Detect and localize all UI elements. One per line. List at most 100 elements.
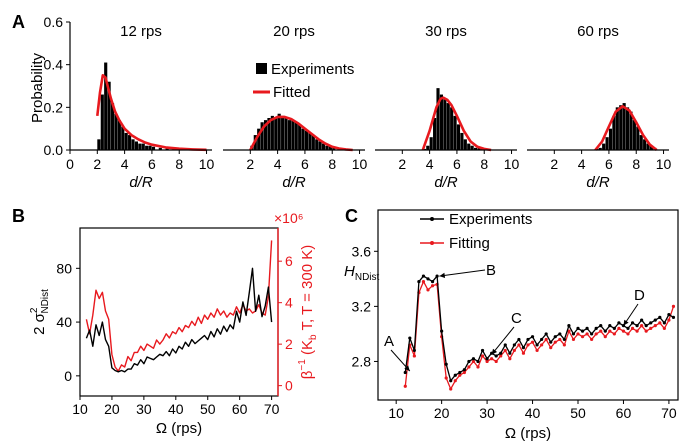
panel-b-frame — [79, 227, 279, 397]
panel-a-xtick-label: 8 — [632, 156, 640, 172]
annotation-arrowhead-D — [623, 319, 629, 326]
panel-b-series-beta — [85, 240, 273, 372]
hist-bar-20-rps-20 — [318, 141, 322, 150]
panel-c-ytick-label: 2.8 — [352, 353, 372, 369]
panel-c-series-experiments-point — [403, 370, 407, 375]
panel-label-a: A — [12, 12, 25, 32]
panel-c-series-fitting-point — [521, 351, 526, 355]
panel-c-series-fitting-point — [558, 337, 562, 342]
panel-c-series-experiments-point — [599, 324, 603, 328]
panel-c-series-experiments-point — [653, 318, 657, 322]
panel-c-series-fitting-point — [612, 332, 616, 336]
panel-c-series-fitting-point — [449, 387, 453, 391]
panel-c-series-experiments-point — [635, 324, 639, 328]
annotation-label-B: B — [486, 262, 496, 279]
panel-c-series-fitting-point — [421, 279, 426, 284]
hist-bar-30-rps-16 — [477, 148, 481, 150]
hist-bar-30-rps-8 — [450, 107, 454, 150]
hist-bar-12-rps-8 — [124, 132, 128, 150]
panel-b-ytick-right-label: 6 — [285, 253, 293, 269]
legend-label-fitted: Fitted — [273, 84, 311, 101]
hist-bar-12-rps-10 — [131, 139, 135, 150]
panel-c-series-experiments-point — [603, 329, 607, 333]
hist-bar-60-rps-2 — [602, 143, 606, 150]
panel-a-xlabel: d/R — [586, 174, 610, 191]
panel-c-series-fitting-point — [535, 348, 539, 353]
panel-c-series-experiments-point — [540, 337, 544, 342]
panel-b-scale-label: ×10⁶ — [274, 210, 304, 226]
hist-bar-60-rps-13 — [639, 135, 643, 150]
subplot-title: 20 rps — [273, 23, 315, 40]
hist-bar-20-rps-14 — [298, 124, 302, 150]
hist-bar-60-rps-14 — [643, 139, 647, 150]
panel-b-xlabel: Ω (rps) — [156, 420, 202, 437]
hist-bar-60-rps-6 — [615, 107, 619, 150]
panel-c-series-experiments-point — [471, 357, 476, 361]
panel-c-series-fitting-point — [640, 324, 644, 328]
hist-bar-12-rps-4 — [110, 103, 115, 150]
panel-c-series-fitting-point — [653, 324, 657, 328]
panel-c-series-experiments-point — [440, 329, 444, 333]
panel-c-series-fitting-point — [453, 379, 457, 383]
hist-bar-20-rps-16 — [304, 130, 309, 150]
panel-a-ytick-label: 0.4 — [44, 57, 64, 73]
subplot-title: 60 rps — [577, 23, 619, 40]
panel-a-xlabel: d/R — [282, 174, 306, 191]
panel-c-series-experiments-point — [658, 315, 662, 319]
hist-bar-60-rps-15 — [646, 143, 650, 150]
hist-bar-20-rps-7 — [274, 118, 278, 150]
annotation-label-C: C — [511, 310, 522, 327]
hist-bar-20-rps-5 — [267, 118, 271, 150]
panel-a-xtick-label: 2 — [550, 156, 558, 172]
panel-c-series-fitting-point — [467, 365, 471, 369]
panel-c-series-fitting-point — [667, 318, 671, 322]
panel-c-series-fitting-point — [540, 343, 544, 347]
panel-b-ytick-right-label: 2 — [285, 336, 293, 352]
hist-bar-30-rps-14 — [470, 145, 474, 150]
panel-c-series-experiments-point — [549, 340, 553, 344]
panel-c-series-experiments-point — [667, 313, 671, 317]
panel-c-series-experiments-point — [467, 359, 471, 364]
hist-bar-30-rps-3 — [433, 118, 437, 150]
hist-bar-30-rps-9 — [453, 115, 457, 150]
hist-bar-20-rps-15 — [301, 128, 305, 150]
panel-c-series-experiments-point — [671, 315, 676, 319]
panel-b-ytick-left-label: 80 — [56, 260, 72, 276]
panel-a-xtick-label: 10 — [199, 156, 215, 172]
panel-c-series-experiments-point — [453, 373, 457, 377]
panel-c-series-fitting-point — [512, 348, 516, 353]
hist-bar-60-rps-5 — [612, 115, 616, 150]
panel-c-series-fitting-point — [430, 284, 435, 288]
panel-c-series-fitting-point — [544, 337, 548, 342]
panel-c-series-experiments-point — [544, 332, 548, 336]
panel-c-xtick-label: 40 — [525, 405, 541, 421]
hist-bar-12-rps-2 — [104, 62, 108, 150]
hist-bar-60-rps-3 — [605, 137, 609, 150]
hist-bar-30-rps-15 — [473, 147, 478, 150]
subplot-title: 12 rps — [120, 23, 162, 40]
panel-c-series-fitting-point — [608, 329, 612, 333]
hist-bar-12-rps-3 — [107, 81, 111, 150]
panel-a-xtick-label: 2 — [246, 156, 254, 172]
fit-curve-60-rps — [594, 105, 658, 152]
panel-a-xtick-label: 4 — [274, 156, 282, 172]
panel-c-ytick-label: 3.2 — [352, 298, 372, 314]
panel-b-xtick-label: 30 — [136, 401, 152, 417]
panel-a-xtick-label: 10 — [504, 156, 520, 172]
panel-c-series-experiments-point — [517, 337, 521, 342]
panel-c-series-fitting-point — [499, 354, 503, 358]
hist-bar-20-rps-2 — [257, 128, 261, 150]
panel-a-ytick-label: 0.6 — [44, 14, 64, 30]
panel-c-series-fitting-point — [530, 340, 535, 344]
panel-c-series-experiments-point — [649, 321, 653, 325]
panel-c-series-fitting-point — [490, 357, 494, 361]
panel-b-ylabel-left: 2 σ2NDist — [29, 289, 51, 335]
panel-a-ytick-label: 0.2 — [44, 99, 64, 115]
hist-bar-12-rps-13 — [141, 143, 145, 150]
panel-c-ylabel: HNDist — [344, 263, 380, 283]
panel-b-xtick-label: 10 — [72, 401, 88, 417]
panel-b-series-sigma — [85, 267, 273, 373]
panel-c-series-experiments-point — [444, 362, 448, 366]
hist-bar-12-rps-6 — [117, 120, 121, 150]
